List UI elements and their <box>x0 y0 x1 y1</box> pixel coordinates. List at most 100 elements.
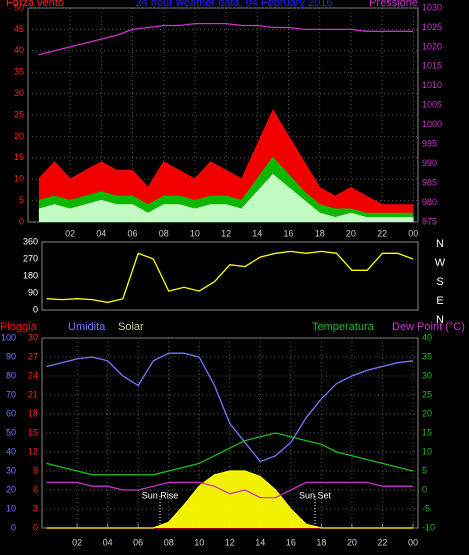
y2-axis-title: Pressione <box>369 0 418 9</box>
series-area <box>38 110 414 222</box>
yticks-label: 35 <box>14 67 24 77</box>
compass-label: E <box>436 295 443 307</box>
y2ticks-label: 1000 <box>422 119 442 129</box>
legend-label: Pioggia <box>0 321 38 333</box>
y3ticks-label: 15 <box>28 427 38 437</box>
yticks-label: 45 <box>14 24 24 34</box>
yticks-label: 20 <box>14 131 24 141</box>
yticks-label: 0 <box>33 304 38 314</box>
legend-label: Umidita <box>68 321 106 333</box>
x-tick-label: 22 <box>377 537 387 547</box>
y2ticks-label: 995 <box>422 139 437 149</box>
x-tick-label: 04 <box>96 228 106 238</box>
annotation: Sun Rise <box>142 490 179 500</box>
y3ticks-label: 27 <box>28 351 38 361</box>
legend-label: Solar <box>118 321 144 333</box>
series-line <box>46 352 414 463</box>
x-tick-label: 00 <box>408 537 418 547</box>
x-tick-label: 06 <box>128 228 138 238</box>
y3ticks-label: 6 <box>33 484 38 494</box>
x-tick-label: 14 <box>255 537 265 547</box>
yticks-label: 50 <box>14 2 24 12</box>
chart-title: 24 hour weather data, 04 February 2016 <box>136 0 333 9</box>
y2ticks-label: 1020 <box>422 41 442 51</box>
y2ticks-label: -10 <box>422 522 435 532</box>
legend-label: Dew Point (°C) <box>392 321 465 333</box>
yticks-label: 90 <box>28 287 38 297</box>
y3ticks-label: 24 <box>28 370 38 380</box>
x-tick-label: 12 <box>221 228 231 238</box>
y2ticks-label: 15 <box>422 427 432 437</box>
series-line <box>38 156 414 215</box>
series-line <box>38 174 414 219</box>
series-line <box>46 470 413 529</box>
x-tick-label: 22 <box>377 228 387 238</box>
y-axis-title: Forza vento <box>6 0 64 9</box>
yticks-label: 90 <box>6 351 16 361</box>
y3ticks-label: 0 <box>33 522 38 532</box>
yticks-label: 5 <box>19 195 24 205</box>
y2ticks-label: -5 <box>422 503 430 513</box>
x-tick-label: 10 <box>190 228 200 238</box>
y2ticks-label: 1005 <box>422 100 442 110</box>
yticks-label: 40 <box>6 446 16 456</box>
y2ticks-label: 1015 <box>422 61 442 71</box>
compass-label: S <box>436 276 443 288</box>
yticks-label: 50 <box>6 427 16 437</box>
y2ticks-label: 20 <box>422 408 432 418</box>
y2ticks-label: 35 <box>422 351 432 361</box>
x-tick-label: 06 <box>133 537 143 547</box>
yticks-label: 60 <box>6 408 16 418</box>
y2ticks-label: 30 <box>422 370 432 380</box>
y2ticks-label: 5 <box>422 465 427 475</box>
x-tick-label: 12 <box>225 537 235 547</box>
y2ticks-label: 1025 <box>422 22 442 32</box>
y3ticks-label: 12 <box>28 446 38 456</box>
y2ticks-label: 40 <box>422 332 432 342</box>
series-line <box>46 250 414 304</box>
y2ticks-label: 990 <box>422 158 437 168</box>
yticks-label: 270 <box>23 253 38 263</box>
x-tick-label: 08 <box>164 537 174 547</box>
y2ticks-label: 10 <box>422 446 432 456</box>
yticks-label: 70 <box>6 389 16 399</box>
y3ticks-label: 18 <box>28 408 38 418</box>
y3ticks-label: 21 <box>28 389 38 399</box>
compass-label: N <box>436 238 444 250</box>
x-tick-label: 16 <box>284 228 294 238</box>
x-tick-label: 20 <box>346 228 356 238</box>
x-tick-label: 04 <box>103 537 113 547</box>
yticks-label: 30 <box>6 465 16 475</box>
y3ticks-label: 30 <box>28 332 38 342</box>
y2ticks-label: 1010 <box>422 80 442 90</box>
y3ticks-label: 9 <box>33 465 38 475</box>
series-line <box>46 481 413 499</box>
x-tick-label: 18 <box>316 537 326 547</box>
yticks-label: 20 <box>6 484 16 494</box>
series-line <box>46 432 414 476</box>
x-tick-label: 10 <box>194 537 204 547</box>
x-tick-label: 02 <box>65 228 75 238</box>
yticks-label: 80 <box>6 370 16 380</box>
yticks-label: 100 <box>1 332 16 342</box>
yticks-label: 0 <box>11 522 16 532</box>
series-line <box>38 22 414 56</box>
yticks-label: 25 <box>14 109 24 119</box>
yticks-label: 30 <box>14 88 24 98</box>
x-tick-label: 18 <box>315 228 325 238</box>
series-area <box>38 174 414 222</box>
y3ticks-label: 3 <box>33 503 38 513</box>
yticks-label: 10 <box>14 174 24 184</box>
x-tick-label: 02 <box>72 537 82 547</box>
yticks-label: 360 <box>23 236 38 246</box>
plot-frame <box>41 241 419 311</box>
x-tick-label: 14 <box>252 228 262 238</box>
x-tick-label: 20 <box>347 537 357 547</box>
y2ticks-label: 1030 <box>422 2 442 12</box>
legend-label: Temperatura <box>312 321 375 333</box>
annotation: Sun Set <box>299 490 332 500</box>
y2ticks-label: 980 <box>422 197 437 207</box>
yticks-label: 15 <box>14 152 24 162</box>
yticks-label: 180 <box>23 270 38 280</box>
